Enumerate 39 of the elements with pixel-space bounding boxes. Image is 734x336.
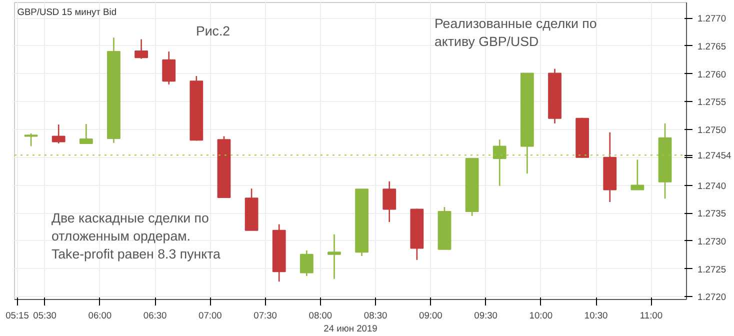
candlestick [300,250,314,277]
x-tick-label: 09:00 [419,310,442,320]
candlestick [162,50,176,86]
annotation: Реализованные сделки по активу GBP/USD [434,16,597,49]
candlestick [134,38,148,60]
ref-line-label: 1.27454 [698,150,732,161]
candlestick [52,124,66,144]
y-tick-label: 1.2725 [698,264,726,274]
text: GBP/USD 15 минут Bid [17,6,117,17]
x-tick-label: 08:30 [364,310,388,320]
annotation: Рис.2 [196,23,230,38]
y-tick-label: 1.2730 [698,236,726,246]
x-tick-label: 06:30 [143,310,167,320]
x-tick-label: 11:00 [640,310,663,320]
candlestick [24,132,38,147]
x-tick-label: 10:00 [529,310,553,320]
y-tick-label: 1.2735 [698,208,726,219]
x-tick-label: 06:00 [88,310,112,320]
x-axis-title: 24 июн 2019 [324,324,378,334]
candlestick [382,180,396,223]
y-tick-label: 1.2760 [698,69,726,80]
x-tick-label: 07:30 [254,310,277,320]
y-tick-label: 1.2765 [698,41,726,52]
x-tick-label: 09:30 [474,310,498,320]
y-tick-label: 1.2740 [698,180,726,191]
y-tick-label: 1.2755 [698,97,726,108]
annotation: Две каскадные сделки по отложенным ордерам. Take-profit равен 8.3 пункта [51,210,222,262]
candlestick [79,123,93,144]
candlestick [492,138,506,186]
x-tick-label: 05:15 [6,310,29,320]
x-tick-label: 05:30 [33,310,56,320]
x-tick-label: 10:30 [584,310,608,320]
y-tick-label: 1.2720 [698,292,726,302]
y-tick-label: 1.2750 [698,125,726,136]
x-tick-label: 07:00 [198,310,222,320]
candlestick [328,234,341,280]
y-tick-label: 1.2770 [698,14,726,24]
candlestick [630,158,644,190]
x-tick-label: 08:00 [308,310,332,320]
